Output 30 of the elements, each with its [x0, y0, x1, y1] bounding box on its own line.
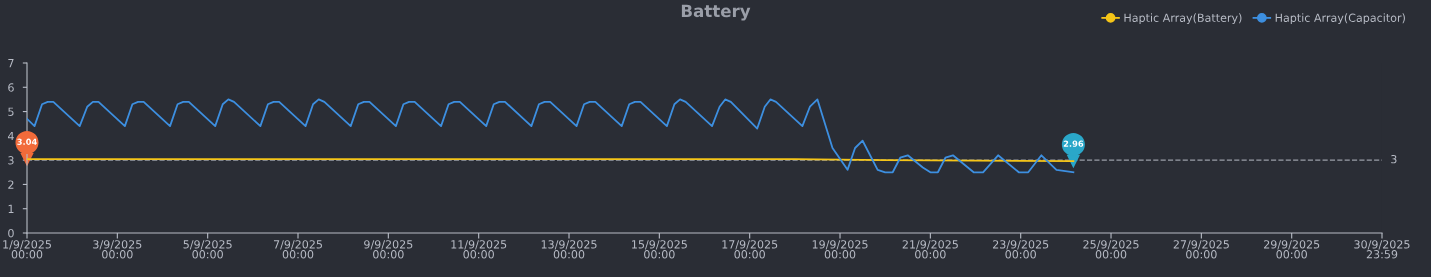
annotation: 3.04 — [17, 138, 37, 145]
x-tick-label: 30/9/2025 23:59 — [1354, 240, 1410, 259]
x-tick-label: 5/9/2025 00:00 — [183, 240, 232, 259]
x-tick-label: 7/9/2025 00:00 — [273, 240, 322, 259]
x-tick-label: 11/9/2025 00:00 — [451, 240, 507, 259]
x-tick-label: 9/9/2025 00:00 — [364, 240, 413, 259]
x-tick-label: 21/9/2025 00:00 — [902, 240, 958, 259]
ref-line-label: 3 — [1391, 154, 1397, 164]
x-tick-label: 15/9/2025 00:00 — [632, 240, 687, 259]
legend-label: Haptic Array(Capacitor) — [1275, 13, 1405, 25]
chart-title: Battery — [681, 4, 751, 21]
y-tick-label: 4 — [7, 131, 14, 141]
y-tick-label: 0 — [8, 228, 14, 238]
y-tick-label: 7 — [8, 59, 14, 68]
x-tick-label: 23/9/2025 00:00 — [993, 240, 1049, 259]
y-tick-label: 1 — [8, 204, 14, 213]
x-tick-label: 1/9/2025 00:00 — [3, 240, 51, 259]
y-tick-label: 3 — [8, 156, 14, 165]
annotation: 2.96 — [1063, 140, 1084, 147]
x-tick-label: 13/9/2025 00:00 — [541, 240, 597, 259]
y-tick-label: 5 — [8, 107, 14, 116]
x-tick-label: 25/9/2025 00:00 — [1083, 240, 1139, 259]
x-tick-label: 17/9/2025 00:00 — [722, 240, 778, 259]
legend-label: Haptic Array(Battery) — [1124, 13, 1242, 25]
y-tick-label: 2 — [8, 180, 14, 189]
x-tick-label: 19/9/2025 00:00 — [812, 240, 868, 259]
x-tick-label: 27/9/2025 00:00 — [1173, 240, 1229, 259]
y-tick-label: 6 — [8, 83, 14, 92]
x-tick-label: 29/9/2025 00:00 — [1264, 240, 1320, 259]
x-tick-label: 3/9/2025 00:00 — [93, 240, 142, 259]
